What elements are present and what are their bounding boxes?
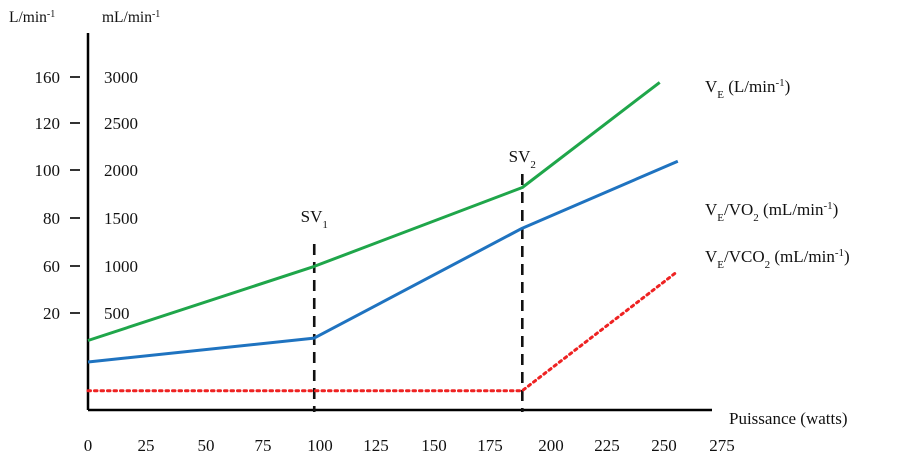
y-left-tick-label: 80 [43, 209, 60, 228]
y-right-tick-label: 2500 [104, 114, 138, 133]
x-tick-label: 75 [255, 436, 272, 455]
y-left-tick-label: 60 [43, 257, 60, 276]
series-label-ve_vco2: VE/VCO2 (mL/min-1) [705, 247, 850, 271]
threshold-label: SV1 [301, 207, 328, 231]
y-left-tick-label: 160 [35, 68, 61, 87]
series-line-ve_vco2 [86, 269, 680, 393]
series-line-ve [87, 81, 661, 342]
x-tick-label: 175 [477, 436, 503, 455]
y-right-tick-label: 1500 [104, 209, 138, 228]
x-tick-label: 125 [363, 436, 389, 455]
x-tick-label: 250 [651, 436, 677, 455]
x-tick-label: 200 [538, 436, 564, 455]
y-left-tick-label: 20 [43, 304, 60, 323]
y-left-tick-label: 100 [35, 161, 61, 180]
y-left-unit-label: L/min-1 [9, 9, 55, 27]
x-tick-label: 0 [84, 436, 93, 455]
x-tick-label: 50 [198, 436, 215, 455]
series-line-ve_vo2 [87, 159, 679, 364]
y-right-tick-label: 500 [104, 304, 130, 323]
series-label-ve: VE (L/min-1) [705, 77, 790, 101]
x-tick-label: 150 [421, 436, 447, 455]
x-tick-label: 25 [138, 436, 155, 455]
series-lines [86, 81, 680, 393]
x-axis-title: Puissance (watts) [729, 409, 848, 428]
series-labels: VE (L/min-1) VE/VO2 (mL/min-1) VE/VCO2 (mL… [705, 77, 850, 271]
y-right-tick-label: 3000 [104, 68, 138, 87]
tick-labels: 0 25 50 75 100 125 150 175 200 225 250 275 20 60 80 100… [35, 68, 735, 455]
y-right-tick-label: 1000 [104, 257, 138, 276]
x-tick-label: 225 [594, 436, 620, 455]
y-right-tick-label: 2000 [104, 161, 138, 180]
series-label-ve_vo2: VE/VO2 (mL/min-1) [705, 200, 838, 224]
y-right-unit-label: mL/min-1 [102, 9, 160, 27]
x-tick-label: 275 [709, 436, 735, 455]
y-left-tick-label: 120 [35, 114, 61, 133]
threshold-markers: SV1 SV2 [301, 147, 536, 412]
x-tick-label: 100 [307, 436, 333, 455]
threshold-label: SV2 [509, 147, 536, 171]
